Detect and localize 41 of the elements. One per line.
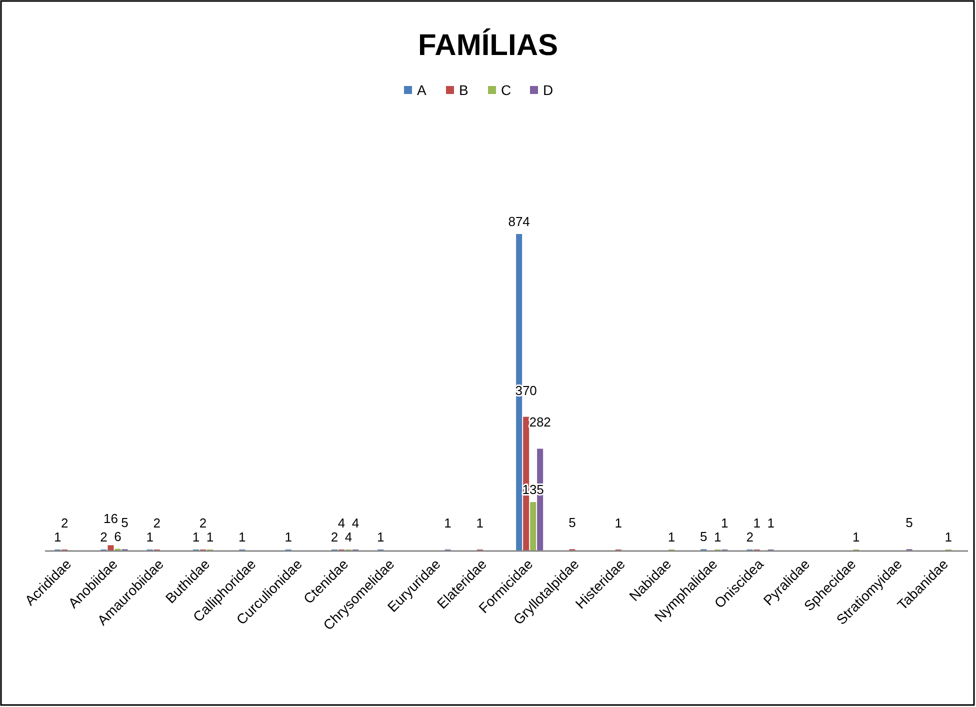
data-label: 6 [114, 528, 122, 544]
data-label: 1 [146, 530, 154, 544]
data-label: 1 [377, 530, 384, 544]
legend-label: D [543, 82, 554, 98]
data-label: 2 [60, 516, 68, 530]
data-label: 1 [206, 530, 214, 544]
data-label: 1 [944, 530, 952, 544]
data-label: 2 [100, 530, 108, 544]
data-label: 1 [721, 516, 728, 530]
data-label: 1 [668, 530, 676, 544]
data-label: 16 [103, 511, 118, 526]
data-label: 2 [330, 530, 338, 544]
data-label: 1 [284, 530, 292, 544]
legend-label: A [417, 82, 427, 98]
data-label: 874 [508, 214, 530, 229]
legend-label: C [501, 82, 512, 98]
data-label: 1 [238, 530, 246, 544]
legend-label: B [459, 82, 468, 98]
data-label: 1 [852, 530, 860, 544]
data-label: 5 [700, 529, 708, 544]
data-label: 5 [906, 515, 913, 530]
data-label: 1 [444, 516, 452, 530]
data-label: 1 [192, 530, 200, 544]
bar [108, 545, 114, 551]
data-label: 282 [529, 414, 551, 430]
data-label: 1 [714, 530, 722, 544]
data-label: 4 [344, 530, 352, 544]
data-label: 4 [338, 516, 346, 530]
data-label: 1 [54, 530, 62, 544]
data-label: 2 [746, 530, 754, 544]
data-label: 1 [767, 516, 774, 530]
data-label: 1 [753, 516, 760, 530]
chart-title: FAMÍLIAS [418, 28, 558, 62]
data-label: 1 [614, 516, 622, 530]
data-label: 5 [568, 515, 576, 530]
data-label: 2 [199, 516, 207, 530]
bar [530, 502, 536, 551]
data-label: 4 [352, 516, 360, 530]
data-label: 2 [153, 516, 160, 530]
data-label: 5 [121, 515, 128, 530]
data-label: 1 [476, 516, 484, 530]
